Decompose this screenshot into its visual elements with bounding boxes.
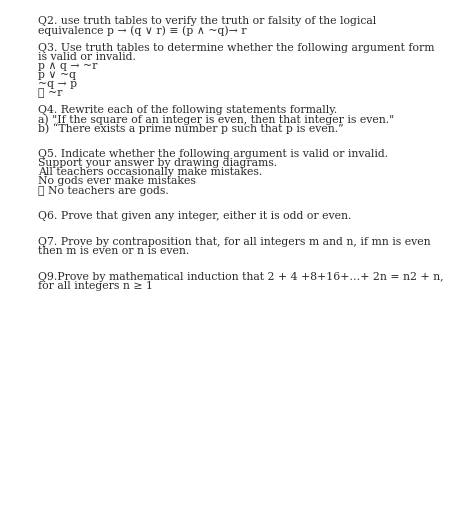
Text: Q7. Prove by contraposition that, for all integers m and n, if mn is even: Q7. Prove by contraposition that, for al… — [38, 237, 430, 247]
Text: All teachers occasionally make mistakes.: All teachers occasionally make mistakes. — [38, 167, 262, 177]
Text: Q3. Use truth tables to determine whether the following argument form: Q3. Use truth tables to determine whethe… — [38, 43, 434, 53]
Text: No gods ever make mistakes: No gods ever make mistakes — [38, 176, 196, 187]
Text: for all integers n ≥ 1: for all integers n ≥ 1 — [38, 281, 153, 292]
Text: ∴ No teachers are gods.: ∴ No teachers are gods. — [38, 186, 169, 196]
Text: Q5. Indicate whether the following argument is valid or invalid.: Q5. Indicate whether the following argum… — [38, 149, 388, 159]
Text: Q4. Rewrite each of the following statements formally.: Q4. Rewrite each of the following statem… — [38, 105, 337, 115]
Text: Q9.Prove by mathematical induction that 2 + 4 +8+16+…+ 2n = n2 + n,: Q9.Prove by mathematical induction that … — [38, 272, 444, 282]
Text: ∴ ~r: ∴ ~r — [38, 88, 62, 98]
Text: b) “There exists a prime number p such that p is even.”: b) “There exists a prime number p such t… — [38, 123, 344, 134]
Text: is valid or invalid.: is valid or invalid. — [38, 52, 136, 62]
Text: ~q → p: ~q → p — [38, 79, 77, 89]
Text: p ∨ ~q: p ∨ ~q — [38, 70, 76, 80]
Text: then m is even or n is even.: then m is even or n is even. — [38, 246, 189, 257]
Text: Q2. use truth tables to verify the truth or falsity of the logical: Q2. use truth tables to verify the truth… — [38, 16, 376, 26]
Text: p ∧ q → ~r: p ∧ q → ~r — [38, 61, 97, 71]
Text: Q6. Prove that given any integer, either it is odd or even.: Q6. Prove that given any integer, either… — [38, 211, 351, 222]
Text: Support your answer by drawing diagrams.: Support your answer by drawing diagrams. — [38, 158, 277, 168]
Text: equivalence p → (q ∨ r) ≡ (p ∧ ~q)→ r: equivalence p → (q ∨ r) ≡ (p ∧ ~q)→ r — [38, 25, 246, 36]
Text: a) "If the square of an integer is even, then that integer is even.": a) "If the square of an integer is even,… — [38, 114, 394, 125]
